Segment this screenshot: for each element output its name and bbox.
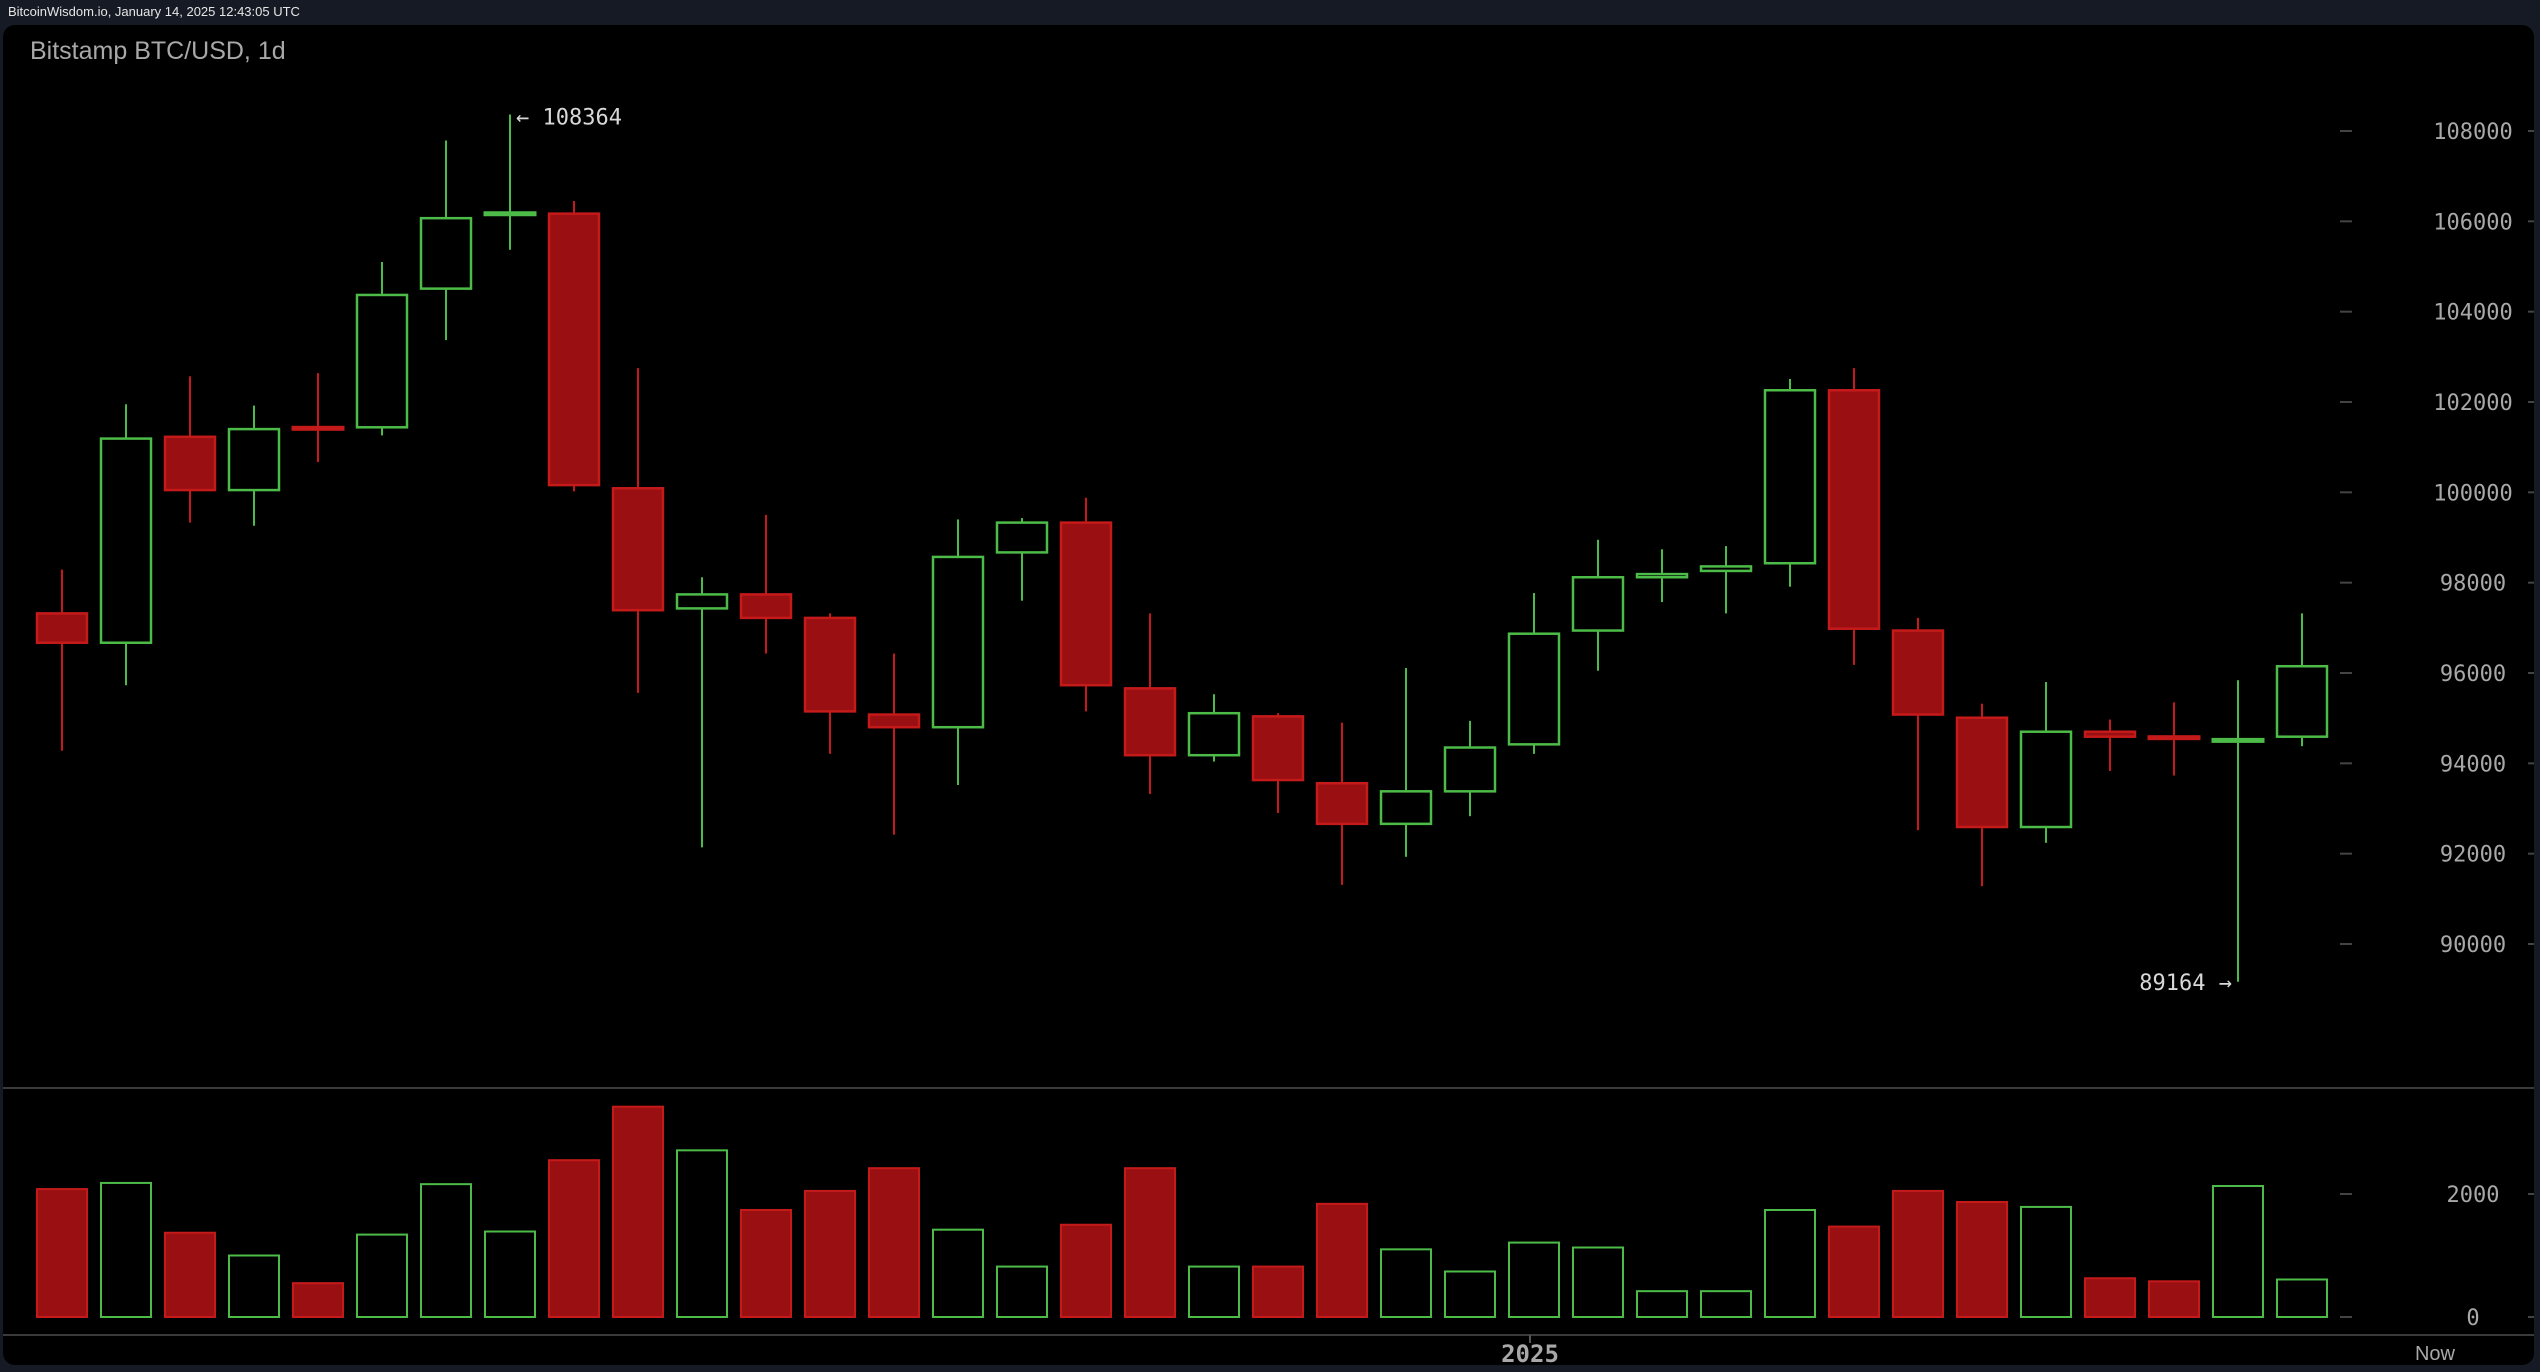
candle-body-up [1443, 746, 1497, 793]
price-tick-label: 106000 [2433, 210, 2512, 235]
candlestick-chart[interactable]: 108000 106000 104000 102000 100000 98000 96000… [3, 25, 2534, 1365]
volume-bar-up [420, 1183, 472, 1319]
price-tick-label: 100000 [2433, 481, 2512, 506]
candle-body-up [995, 521, 1049, 554]
volume-bar-down [612, 1105, 664, 1319]
volume-bar-up [932, 1228, 984, 1319]
candle-body-up [355, 293, 409, 429]
price-tick-label: 102000 [2433, 391, 2512, 416]
volume-bar-down [1252, 1265, 1304, 1318]
candle-body-up [1699, 565, 1753, 573]
volume-tick-label: 2000 [2447, 1183, 2500, 1208]
volume-bar-up [1764, 1208, 1816, 1318]
volume-bar-up [1188, 1265, 1240, 1318]
volume-bar-up [1572, 1246, 1624, 1319]
candle-body-up [419, 216, 473, 290]
candle-body-down [1123, 687, 1177, 757]
candle-body-up [1379, 790, 1433, 826]
low-annotation: 89164 → [2139, 971, 2232, 996]
volume-bar-up [1700, 1290, 1752, 1319]
volume-bar-up [996, 1265, 1048, 1318]
candle-body-down [1891, 629, 1945, 716]
candle-body-down [803, 616, 857, 713]
chart-panel[interactable]: Bitstamp BTC/USD, 1d 108000 106000 104000 1… [3, 25, 2534, 1365]
volume-bar-down [804, 1189, 856, 1319]
candle-body-up [1571, 575, 1625, 632]
candle-body-down [611, 487, 665, 612]
volume-bar-up [1508, 1241, 1560, 1318]
candle-body-up [2019, 730, 2073, 829]
volume-bar-down [2148, 1280, 2200, 1318]
candle-body-down [2083, 730, 2137, 738]
candle-body-up [931, 555, 985, 729]
volume-bar-down [1124, 1167, 1176, 1319]
candle-body-up [1187, 711, 1241, 757]
candle-body-up [99, 437, 153, 644]
price-tick-label: 104000 [2433, 301, 2512, 326]
price-tick-label: 108000 [2433, 120, 2512, 145]
volume-bar-down [1316, 1202, 1368, 1318]
volume-bar-up [484, 1230, 536, 1319]
candle-body-up [483, 211, 537, 217]
candle-body-down [1059, 521, 1113, 687]
timestamp-bar: BitcoinWisdom.io, January 14, 2025 12:43… [0, 0, 2540, 24]
price-tick-label: 96000 [2440, 662, 2506, 687]
price-tick-label: 94000 [2440, 752, 2506, 777]
volume-bar-down [36, 1188, 88, 1318]
volume-bar-down [1060, 1223, 1112, 1318]
candle-body-down [739, 593, 793, 620]
x-label-now: Now [2415, 1343, 2456, 1365]
candle-body-down [2147, 735, 2201, 741]
candle-body-up [1763, 389, 1817, 565]
price-tick-label: 98000 [2440, 572, 2506, 597]
candle-body-up [1635, 572, 1689, 579]
price-tick-label: 90000 [2440, 933, 2506, 958]
volume-bar-up [676, 1149, 728, 1318]
candle-body-down [1955, 716, 2009, 829]
candle-body-down [547, 212, 601, 487]
volume-tick-label: 0 [2466, 1306, 2479, 1331]
candle-body-up [1507, 632, 1561, 746]
volume-bar-down [740, 1208, 792, 1318]
volume-bar-up [2276, 1278, 2328, 1318]
volume-bar-up [356, 1233, 408, 1318]
candle-body-down [867, 713, 921, 729]
volume-bar-up [1636, 1290, 1688, 1319]
candle-body-down [35, 612, 89, 644]
volume-bar-up [228, 1254, 280, 1318]
volume-bar-down [1828, 1225, 1880, 1318]
candle-body-down [163, 435, 217, 492]
volume-bar-up [1380, 1248, 1432, 1318]
volume-bar-up [100, 1181, 152, 1319]
candle-body-up [2275, 664, 2329, 738]
high-annotation: ← 108364 [516, 106, 622, 131]
chart-title: Bitstamp BTC/USD, 1d [30, 37, 286, 65]
volume-bar-up [1444, 1270, 1496, 1318]
candle-body-down [1827, 389, 1881, 630]
volume-bar-down [292, 1282, 344, 1319]
candle-body-down [1251, 715, 1305, 782]
volume-bar-down [1892, 1189, 1944, 1319]
volume-bar-up [2020, 1205, 2072, 1319]
candle-body-up [2211, 737, 2265, 743]
candle-body-up [675, 593, 729, 610]
x-label-2025: 2025 [1501, 1340, 1559, 1365]
volume-bar-down [868, 1167, 920, 1319]
volume-bar-down [2084, 1277, 2136, 1319]
volume-bar-down [164, 1231, 216, 1318]
candle-body-down [1315, 781, 1369, 826]
volume-bar-up [2212, 1185, 2264, 1318]
price-tick-label: 92000 [2440, 843, 2506, 868]
candle-body-down [291, 425, 345, 431]
candle-body-up [227, 427, 281, 492]
volume-bar-down [1956, 1200, 2008, 1318]
volume-bar-down [548, 1159, 600, 1319]
